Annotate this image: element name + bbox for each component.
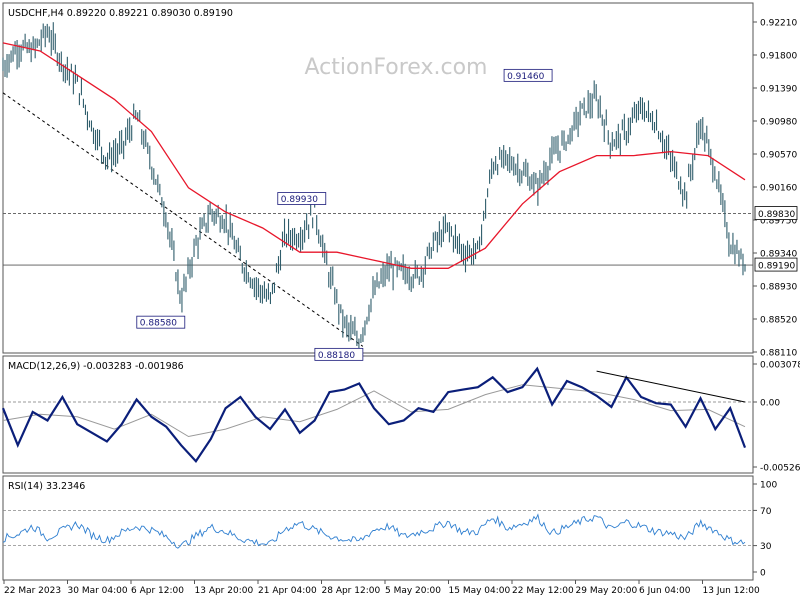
price-y-tick-label: 0.88930 [760,283,797,293]
macd-trendline [596,370,746,403]
price-panel-frame [2,2,754,354]
price-y-tick-label: 0.88110 [760,349,797,359]
price-annotation-box [136,315,186,329]
price-moving-average-line [2,42,746,269]
rsi-line [2,513,746,549]
price-level-box [754,257,798,272]
x-tick-label: 6 Apr 12:00 [131,586,184,596]
x-tick-label: 21 Apr 04:00 [258,586,317,596]
x-tick-label: 29 May 20:00 [576,586,638,596]
x-tick-label: 13 Jun 12:00 [703,586,760,596]
price-annotation-label: 0.88580 [140,319,177,329]
rsi-y-tick-label: 30 [760,542,772,552]
price-level-label: 0.89190 [758,262,795,272]
price-y-tick-label: 0.92210 [760,19,797,29]
price-y-tick-label: 0.89340 [760,250,797,260]
price-annotation-box [277,192,327,205]
price-level-label: 0.89830 [758,210,795,220]
price-annotation-label: 0.88180 [318,351,355,361]
price-annotation-label: 0.89930 [281,195,318,205]
macd-main-line [1,366,747,463]
price-y-tick-label: 0.90160 [760,184,797,194]
rsi-y-tick-label: 0 [760,569,766,579]
rsi-y-tick-label: 100 [760,481,777,491]
macd-y-tick-label: 0.003078 [760,361,800,371]
macd-panel-frame [2,355,754,474]
price-annotation-box [503,68,553,82]
macd-signal-line [2,384,746,438]
rsi-plot [2,510,753,549]
price-y-tick-label: 0.91390 [760,85,797,95]
x-tick-label: 5 May 20:00 [385,586,441,596]
x-tick-label: 22 Mar 2023 [4,586,61,596]
watermark: ActionForex.com [305,55,488,80]
price-level-box [754,206,798,220]
axes: 0.92210 0.91800 0.91390 0.90980 0.90570 0.901… [3,19,800,596]
price-y-tick-label: 0.91800 [760,52,797,62]
x-tick-label: 6 Jun 04:00 [639,586,691,596]
x-tick-label: 28 Apr 12:00 [322,586,381,596]
rsi-header: RSI(14) 33.2346 [8,481,85,492]
price-trendline [2,92,364,347]
macd-y-tick-label: -0.005268 [760,464,800,474]
macd-plot [1,366,753,463]
x-tick-label: 15 May 04:00 [449,586,511,596]
price-annotation-box [314,347,364,361]
price-annotation-label: 0.91460 [507,72,544,82]
x-tick-label: 22 May 12:00 [512,586,574,596]
price-y-tick-label: 0.90570 [760,151,797,161]
price-y-tick-label: 0.88520 [760,316,797,326]
rsi-panel-frame [2,475,754,581]
price-plot: 0.91460 0.89930 0.88580 0.88180 [2,22,753,361]
macd-y-tick-label: 0.00 [760,398,780,408]
price-y-tick-label: 0.89750 [760,217,797,227]
x-tick-label: 30 Mar 04:00 [68,586,128,596]
price-header: USDCHF,H4 0.89220 0.89221 0.89030 0.8919… [8,8,233,19]
price-y-tick-label: 0.90980 [760,118,797,128]
rsi-y-tick-label: 70 [760,507,772,517]
x-tick-label: 13 Apr 20:00 [195,586,254,596]
macd-header: MACD(12,26,9) -0.003283 -0.001986 [8,361,184,372]
